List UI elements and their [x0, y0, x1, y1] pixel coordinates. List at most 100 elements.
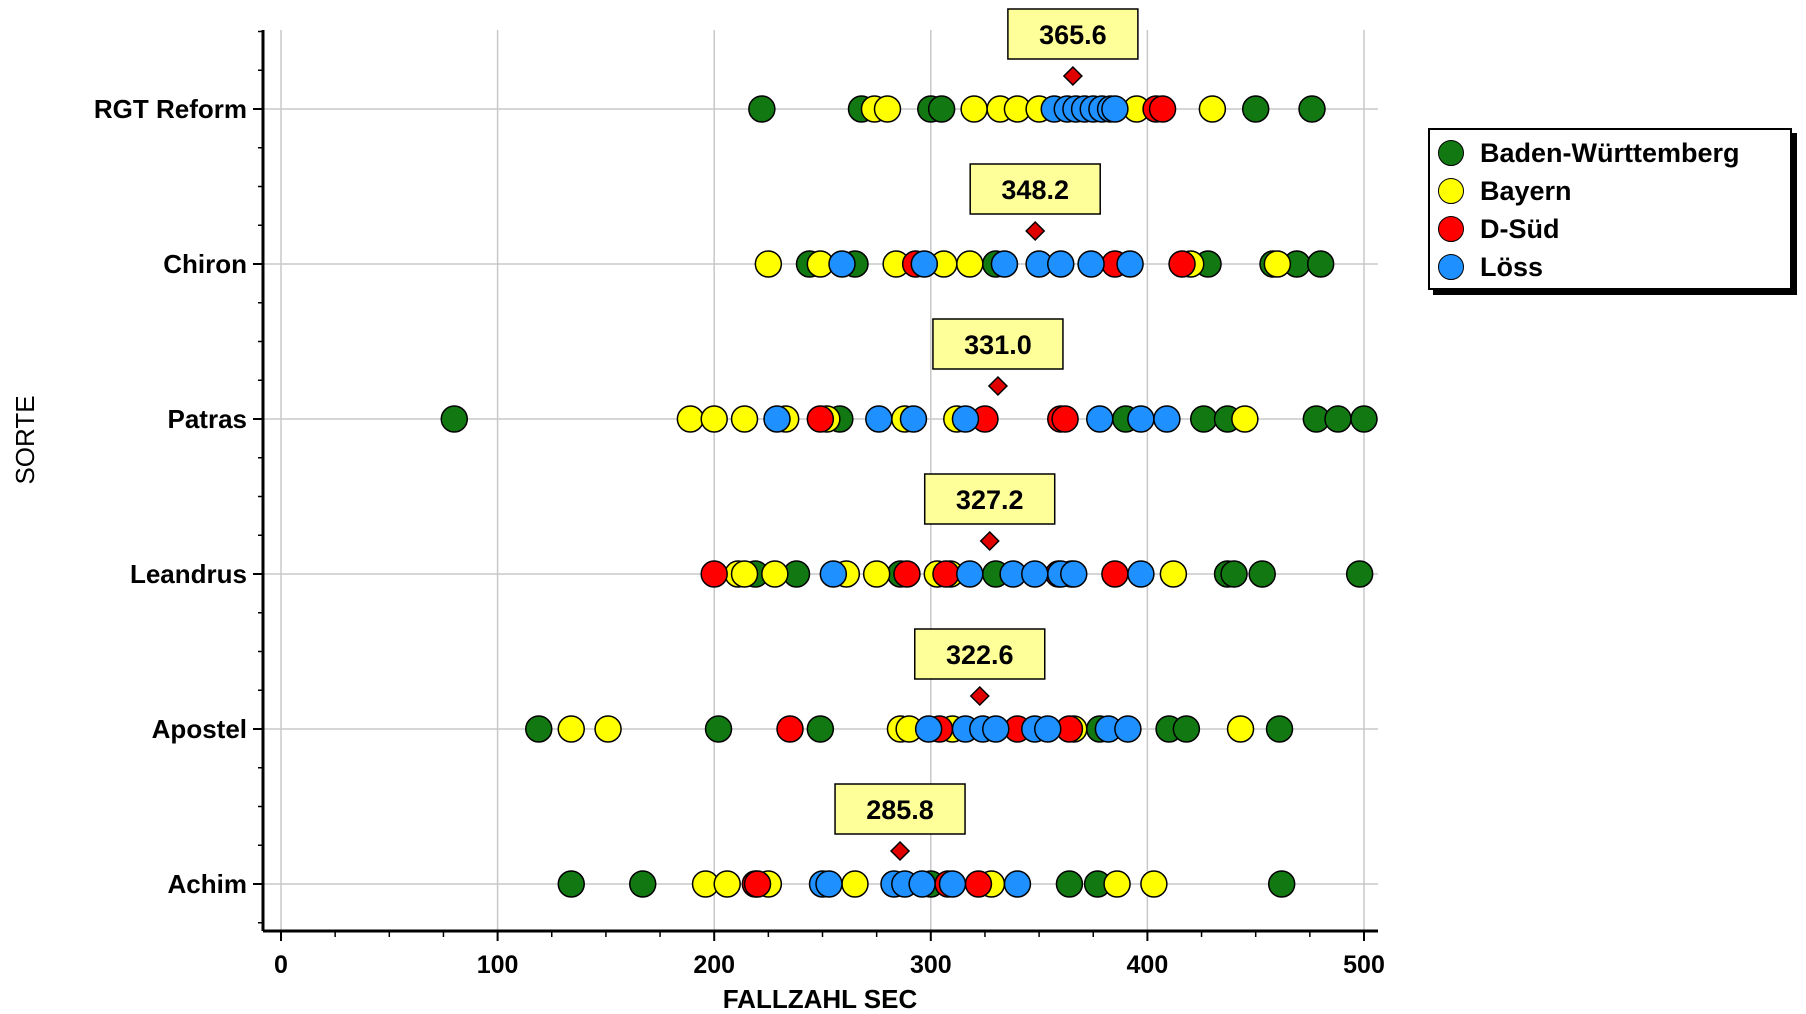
x-tick-label: 400: [1127, 951, 1169, 979]
data-point: [1345, 560, 1374, 588]
data-point: [1265, 715, 1294, 743]
x-tick-label: 500: [1343, 951, 1385, 979]
data-point: [964, 870, 993, 898]
mean-label: 327.2: [956, 485, 1024, 515]
legend: Baden-Württemberg Bayern D-Süd Löss: [1428, 128, 1792, 290]
mean-label-box: [969, 163, 1101, 215]
data-point: [1077, 250, 1105, 278]
data-points: [440, 95, 1378, 898]
data-point: [761, 560, 789, 588]
data-point: [1267, 870, 1296, 898]
data-point: [754, 250, 783, 278]
mean-label: 285.8: [866, 795, 934, 825]
data-point: [776, 715, 804, 743]
grid: [263, 30, 1378, 931]
data-point: [1140, 870, 1168, 898]
data-point: [815, 870, 843, 898]
series-baden-wurttemberg: [440, 95, 1378, 898]
data-point: [763, 405, 791, 433]
data-point: [748, 95, 776, 123]
y-tick-label: Chiron: [163, 249, 247, 279]
data-point: [1127, 405, 1155, 433]
mean-label: 365.6: [1039, 20, 1107, 50]
legend-item-loess: Löss: [1438, 248, 1790, 286]
mean-label: 322.6: [946, 640, 1014, 670]
series-loss: [763, 95, 1181, 898]
legend-label: Bayern: [1480, 175, 1572, 206]
x-tick-label: 0: [274, 951, 288, 979]
data-point: [1153, 405, 1181, 433]
data-point: [1116, 250, 1144, 278]
legend-marker-icon: [1438, 178, 1464, 204]
data-point: [1101, 560, 1129, 588]
data-point: [1103, 870, 1131, 898]
y-tick-label: RGT Reform: [94, 94, 247, 124]
x-tick-label: 100: [477, 951, 519, 979]
data-point: [1127, 560, 1155, 588]
mean-marker: [889, 840, 911, 862]
data-point: [908, 870, 936, 898]
data-point: [1241, 95, 1270, 123]
data-point: [819, 560, 848, 588]
data-point: [1306, 250, 1335, 278]
data-point: [951, 405, 980, 433]
mean-label-box: [1007, 8, 1139, 60]
x-tick-label: 200: [693, 951, 735, 979]
legend-item-baden-wuerttemberg: Baden-Württemberg: [1438, 134, 1790, 172]
data-point: [1248, 560, 1276, 588]
y-ticks: RGT Reform Chiron Patras Leandrus Apostel Ach…: [94, 30, 263, 924]
data-point: [960, 95, 988, 123]
x-axis-title: FALLZAHL SEC: [723, 984, 918, 1014]
data-point: [743, 870, 772, 898]
data-point: [713, 870, 741, 898]
data-point: [557, 870, 585, 898]
data-point: [1148, 95, 1177, 123]
data-point: [1231, 405, 1259, 433]
legend-marker-icon: [1438, 216, 1464, 242]
legend-label: Löss: [1480, 251, 1544, 282]
legend-item-d-sued: D-Süd: [1438, 210, 1790, 248]
mean-markers: 365.6 348.2 331.0 327.2 322.6 285.8: [834, 8, 1139, 862]
data-point: [956, 250, 984, 278]
data-point: [1220, 560, 1248, 588]
data-point: [730, 560, 759, 588]
data-point: [628, 870, 657, 898]
data-point: [676, 405, 705, 433]
data-point: [828, 250, 856, 278]
data-point: [1003, 870, 1032, 898]
data-point: [956, 560, 984, 588]
x-tick-label: 300: [910, 951, 952, 979]
data-point: [873, 95, 902, 123]
data-point: [990, 250, 1019, 278]
data-point: [1034, 715, 1062, 743]
data-point: [1324, 405, 1352, 433]
data-point: [910, 250, 939, 278]
legend-label: D-Süd: [1480, 213, 1560, 244]
x-ticks: 0 100 200 300 400 500: [274, 931, 1385, 979]
data-point: [1051, 405, 1079, 433]
mean-marker: [987, 375, 1009, 397]
data-point: [594, 715, 622, 743]
y-axis-title: SORTE: [10, 395, 40, 484]
mean-label: 348.2: [1001, 175, 1069, 205]
data-point: [1189, 405, 1218, 433]
data-point: [932, 560, 960, 588]
data-point: [1198, 95, 1227, 123]
legend-label: Baden-Württemberg: [1480, 137, 1740, 168]
data-point: [841, 870, 869, 898]
data-point: [1263, 250, 1292, 278]
data-point: [700, 405, 728, 433]
data-point: [899, 405, 928, 433]
data-point: [730, 405, 759, 433]
data-point: [927, 95, 956, 123]
data-point: [806, 715, 835, 743]
data-point: [862, 560, 891, 588]
mean-label-box: [923, 473, 1056, 525]
data-point: [704, 715, 733, 743]
legend-marker-icon: [1438, 140, 1464, 166]
data-point: [1101, 95, 1129, 123]
y-tick-label: Leandrus: [130, 559, 247, 589]
data-point: [1172, 715, 1201, 743]
data-point: [557, 715, 585, 743]
